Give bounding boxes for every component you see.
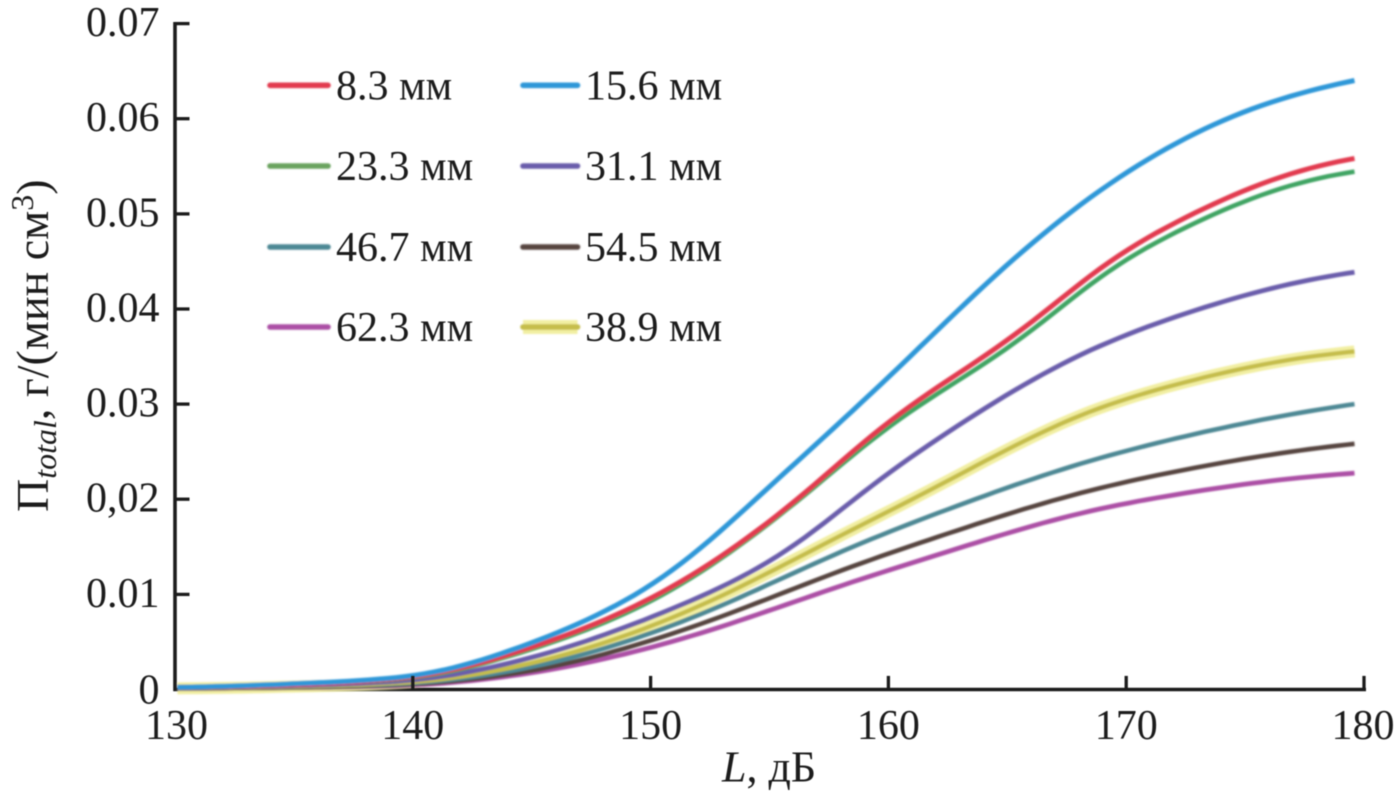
svg-text:0.05: 0.05 — [86, 190, 160, 236]
svg-text:L, дБ: L, дБ — [721, 743, 816, 792]
svg-text:180: 180 — [1332, 703, 1394, 749]
svg-text:62.3 мм: 62.3 мм — [336, 305, 473, 351]
svg-text:38.9 мм: 38.9 мм — [585, 305, 722, 351]
svg-text:140: 140 — [381, 703, 444, 749]
svg-text:0.01: 0.01 — [86, 571, 160, 617]
svg-text:0: 0 — [139, 668, 160, 714]
svg-text:0,02: 0,02 — [86, 476, 160, 522]
svg-text:23.3 мм: 23.3 мм — [336, 144, 473, 190]
svg-text:15.6 мм: 15.6 мм — [585, 63, 722, 109]
svg-text:31.1 мм: 31.1 мм — [585, 144, 722, 190]
svg-text:0.06: 0.06 — [86, 95, 160, 141]
svg-text:0.03: 0.03 — [86, 381, 160, 427]
svg-text:54.5 мм: 54.5 мм — [585, 225, 722, 271]
svg-text:150: 150 — [619, 703, 682, 749]
svg-text:8.3 мм: 8.3 мм — [336, 63, 452, 109]
svg-text:160: 160 — [857, 703, 920, 749]
svg-text:Πtotal, г/(мин см3): Πtotal, г/(мин см3) — [4, 179, 63, 512]
svg-text:0.07: 0.07 — [86, 0, 160, 46]
svg-text:170: 170 — [1095, 703, 1158, 749]
svg-text:0.04: 0.04 — [86, 286, 160, 332]
svg-text:130: 130 — [145, 703, 208, 749]
svg-text:46.7 мм: 46.7 мм — [336, 225, 473, 271]
